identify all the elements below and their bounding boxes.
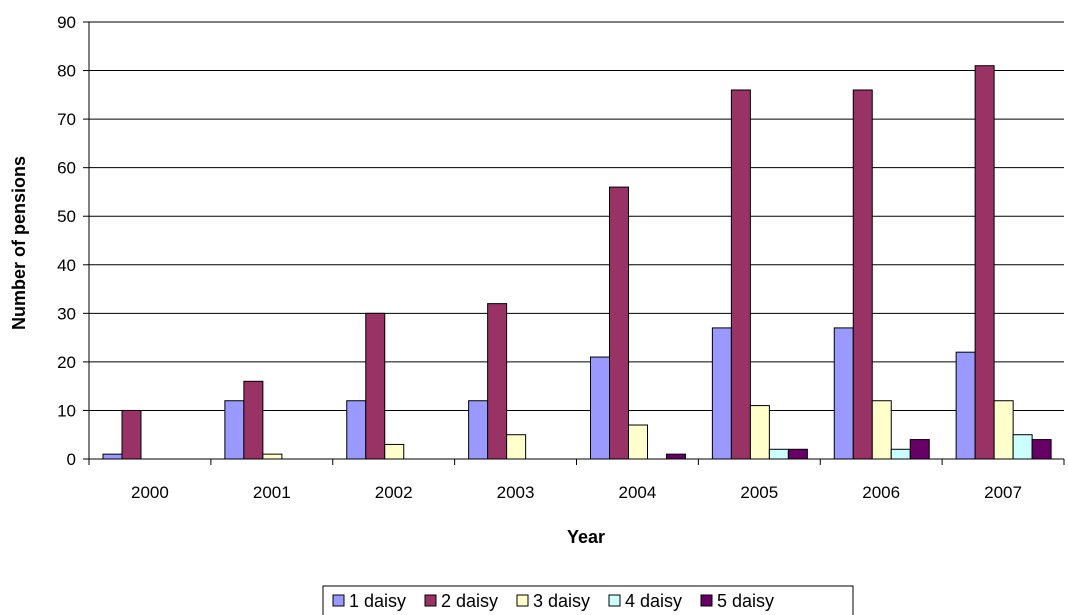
bar	[224, 400, 245, 460]
y-axis-title: Number of pensions	[9, 156, 29, 330]
bar	[365, 312, 386, 460]
y-tick-label: 30	[57, 304, 76, 323]
y-tick-label: 20	[57, 353, 76, 372]
x-tick-label: 2006	[862, 483, 900, 502]
y-tick-label: 60	[57, 159, 76, 178]
bar	[955, 351, 976, 460]
bar	[487, 303, 508, 460]
bar	[909, 439, 930, 460]
y-tick-label: 0	[67, 450, 76, 469]
bar	[666, 453, 686, 460]
y-tick-label: 10	[57, 401, 76, 420]
bar	[787, 448, 808, 460]
axes	[83, 21, 1065, 465]
x-axis-title: Year	[567, 527, 605, 547]
bar	[768, 448, 789, 460]
legend-swatch	[424, 594, 437, 607]
y-tick-label: 70	[57, 110, 76, 129]
bar	[890, 448, 911, 460]
gridlines	[89, 21, 1064, 411]
legend-label: 3 daisy	[533, 591, 590, 611]
bar	[749, 405, 770, 460]
bars	[102, 65, 1052, 460]
bar	[628, 424, 648, 460]
bar	[852, 89, 873, 460]
bar	[1012, 434, 1033, 460]
y-tick-label: 80	[57, 62, 76, 81]
legend-label: 1 daisy	[349, 591, 406, 611]
bar	[730, 89, 751, 460]
bar	[590, 356, 610, 460]
tick-labels: 0 10 20 30 40 50 60 70 80 90 2000 2001 2002 2003 2004 2…	[57, 13, 1022, 502]
legend: 1 daisy 2 daisy 3 daisy 4 daisy 5 daisy	[322, 585, 854, 615]
x-tick-label: 2007	[984, 483, 1022, 502]
bar	[833, 327, 854, 460]
legend-box	[322, 585, 854, 615]
legend-swatch	[332, 594, 345, 607]
bar	[711, 327, 732, 460]
bar	[346, 400, 367, 460]
bar	[1031, 439, 1052, 460]
legend-swatch	[608, 594, 621, 607]
legend-label: 5 daisy	[717, 591, 774, 611]
legend-label: 4 daisy	[625, 591, 682, 611]
y-tick-label: 50	[57, 207, 76, 226]
bar	[384, 443, 405, 460]
y-tick-label: 90	[57, 13, 76, 32]
bar	[262, 453, 283, 460]
legend-label: 2 daisy	[441, 591, 498, 611]
x-tick-label: 2005	[740, 483, 778, 502]
bar	[993, 400, 1014, 460]
x-tick-label: 2002	[375, 483, 413, 502]
x-tick-label: 2004	[619, 483, 657, 502]
bar	[871, 400, 892, 460]
x-tick-label: 2000	[131, 483, 169, 502]
bar	[468, 400, 489, 460]
bar	[121, 409, 142, 460]
bar	[609, 186, 629, 460]
legend-swatch	[700, 594, 713, 607]
bar	[243, 380, 264, 460]
x-tick-label: 2003	[497, 483, 535, 502]
bar	[102, 453, 123, 460]
bar	[506, 434, 527, 460]
bar	[974, 65, 995, 460]
y-tick-label: 40	[57, 256, 76, 275]
legend-swatch	[516, 594, 529, 607]
x-tick-label: 2001	[253, 483, 291, 502]
